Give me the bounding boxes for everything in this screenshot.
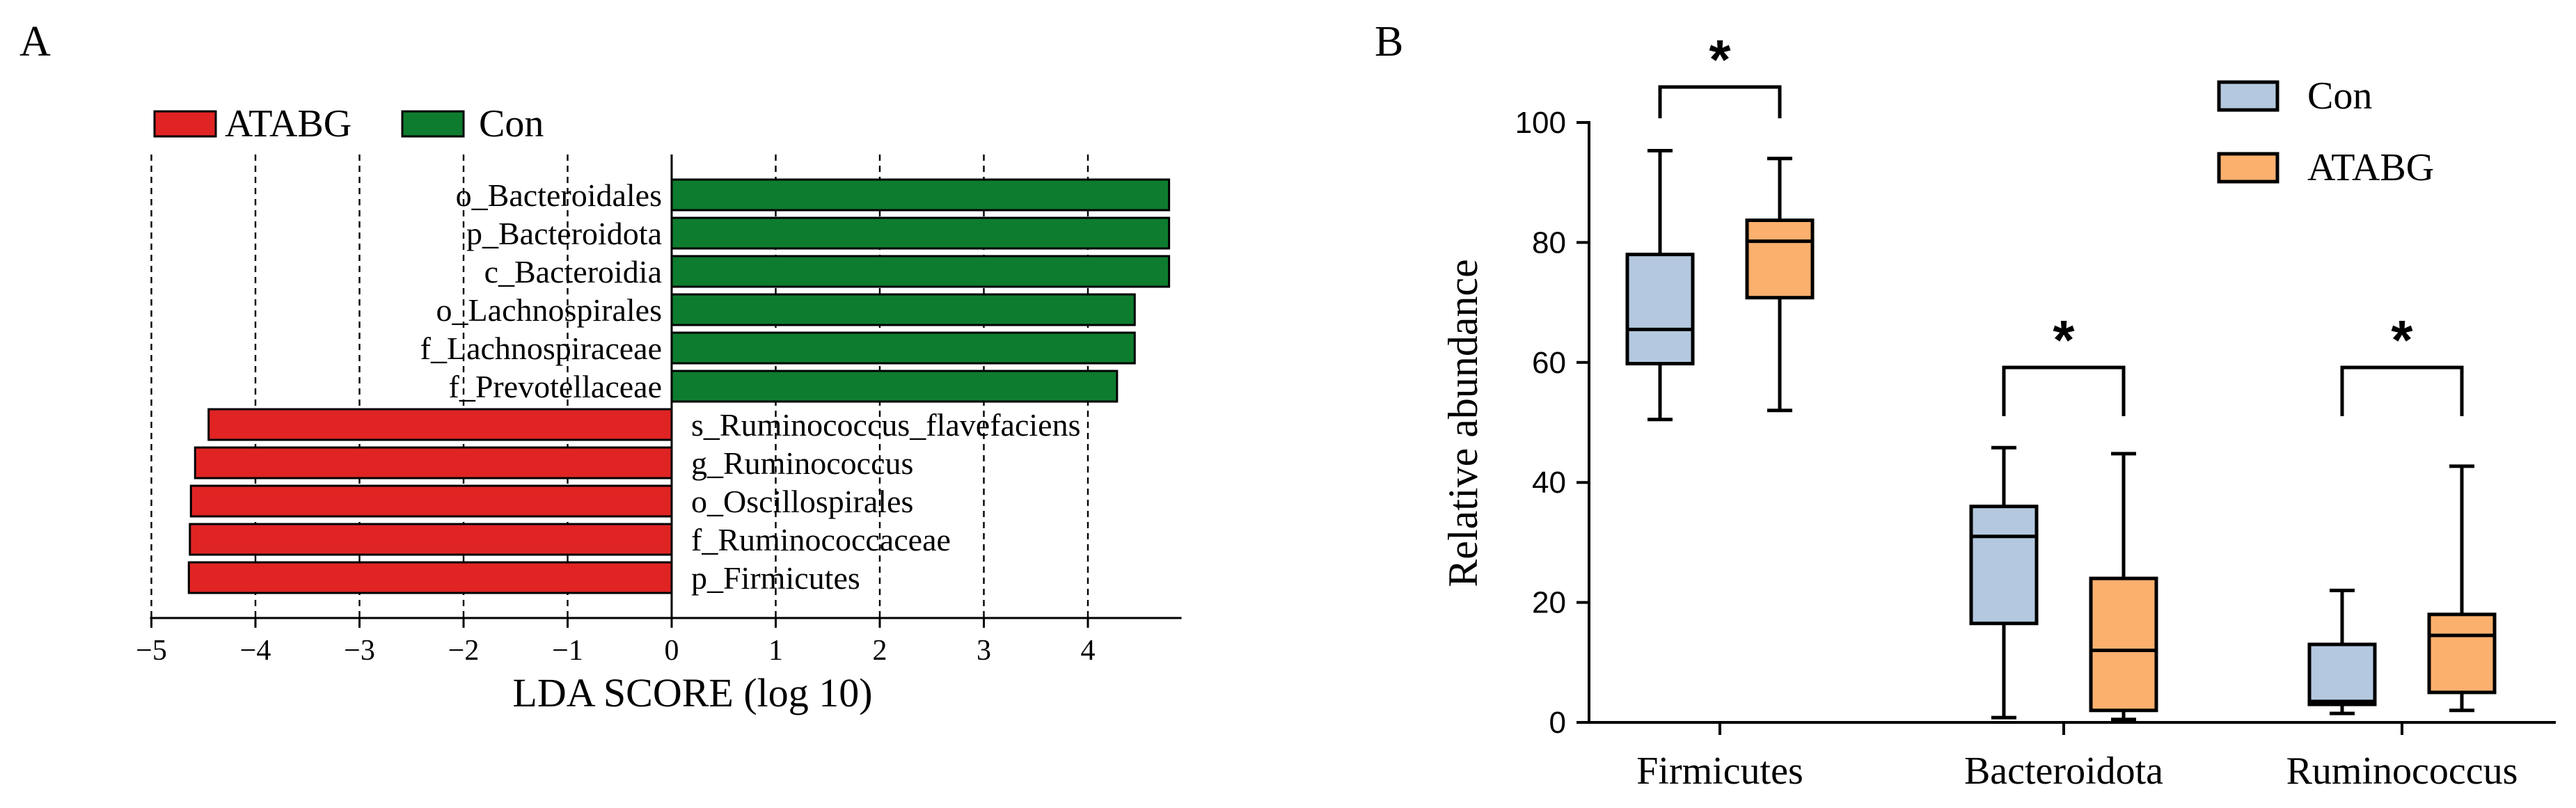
bar-label-f-lachnospiraceae: f_Lachnospiraceae xyxy=(420,331,662,366)
bar-f-ruminococcaceae xyxy=(189,523,673,556)
bar-label-f-prevotellaceae: f_Prevotellaceae xyxy=(449,369,662,404)
bar-label-p-firmicutes: p_Firmicutes xyxy=(691,560,860,596)
bar-c-bacteroidia xyxy=(670,255,1171,288)
box-atabg-firmicutes xyxy=(1745,219,1815,300)
bar-o-lachnospirales xyxy=(670,293,1136,326)
box-con-bacteroidota xyxy=(1969,505,2039,626)
significance-bracket-firmicutes xyxy=(1658,85,1782,118)
x-tick-label-1: 1 xyxy=(768,635,783,667)
bar-label-c-bacteroidia: c_Bacteroidia xyxy=(484,254,662,290)
y-axis-title: Relative abundance xyxy=(1440,259,1486,587)
legend-label-con: Con xyxy=(479,102,544,145)
bar-label-o-oscillospirales: o_Oscillospirales xyxy=(691,484,913,519)
x-tick-label-bacteroidota: Bacteroidota xyxy=(1964,750,2163,793)
significance-star-ruminococcus: * xyxy=(2391,309,2413,371)
bar-label-s-ruminococcus-flavefaciens: s_Ruminococcus_flavefaciens xyxy=(691,407,1080,443)
x-tick-label-2: 2 xyxy=(873,635,887,667)
x-tick-label-firmicutes: Firmicutes xyxy=(1636,750,1803,793)
box-atabg-ruminococcus xyxy=(2427,612,2497,695)
panel-a-label: A xyxy=(19,18,51,65)
legend-swatch-atabg xyxy=(2217,152,2279,184)
box-con-ruminococcus xyxy=(2307,642,2377,706)
legend-label-atabg: ATABG xyxy=(2307,146,2434,189)
bar-o-bacteroidales xyxy=(670,178,1171,212)
x-tick-label-4: −4 xyxy=(240,635,271,667)
box-atabg-bacteroidota xyxy=(2089,576,2158,713)
bar-g-ruminococcus xyxy=(193,446,673,480)
y-tick-label-40: 40 xyxy=(1532,466,1566,500)
bar-label-g-ruminococcus: g_Ruminococcus xyxy=(691,445,913,481)
bar-label-o-bacteroidales: o_Bacteroidales xyxy=(456,177,662,213)
significance-star-bacteroidota: * xyxy=(2053,309,2075,371)
y-tick-label-0: 0 xyxy=(1549,706,1566,740)
x-tick-label-5: −5 xyxy=(136,635,167,667)
y-tick-label-100: 100 xyxy=(1515,106,1566,140)
legend-label-con: Con xyxy=(2307,74,2372,118)
significance-bracket-bacteroidota xyxy=(2002,365,2126,416)
legend-label-atabg: ATABG xyxy=(225,102,351,145)
x-tick-label-4: 4 xyxy=(1081,635,1096,667)
lda-bar-chart: o_Bacteroidalesp_Bacteroidotac_Bacteroid… xyxy=(136,102,1182,715)
legend-swatch-con xyxy=(2217,80,2279,112)
bar-o-oscillospirales xyxy=(189,484,673,518)
bar-label-f-ruminococcaceae: f_Ruminococcaceae xyxy=(691,522,951,557)
y-tick-label-60: 60 xyxy=(1532,346,1566,380)
x-tick-label-3: −3 xyxy=(344,635,375,667)
x-tick-label-3: 3 xyxy=(977,635,991,667)
legend-swatch-con xyxy=(401,110,465,138)
bar-s-ruminococcus-flavefaciens xyxy=(207,408,673,441)
bar-f-lachnospiraceae xyxy=(670,331,1136,365)
abundance-box-plot: 0 20 40 60 80 100 Relative abundance Firmicutes… xyxy=(1440,29,2556,793)
y-tick-label-80: 80 xyxy=(1532,225,1566,260)
x-axis-title: LDA SCORE (log 10) xyxy=(512,670,872,715)
bar-p-firmicutes xyxy=(187,561,673,594)
x-tick-label-1: −1 xyxy=(552,635,583,667)
significance-star-firmicutes: * xyxy=(1709,29,1731,90)
legend-swatch-atabg xyxy=(153,110,217,138)
significance-bracket-ruminococcus xyxy=(2340,365,2464,416)
box-con-firmicutes xyxy=(1625,253,1695,366)
bar-p-bacteroidota xyxy=(670,216,1171,250)
bar-label-p-bacteroidota: p_Bacteroidota xyxy=(466,216,662,251)
y-tick-label-20: 20 xyxy=(1532,586,1566,620)
panel-b-label: B xyxy=(1375,18,1403,65)
bar-f-prevotellaceae xyxy=(670,370,1119,403)
x-tick-label-2: −2 xyxy=(448,635,480,667)
x-tick-label-ruminococcus: Ruminococcus xyxy=(2286,750,2518,793)
bar-label-o-lachnospirales: o_Lachnospirales xyxy=(436,292,662,328)
x-tick-label-0: 0 xyxy=(665,635,679,667)
